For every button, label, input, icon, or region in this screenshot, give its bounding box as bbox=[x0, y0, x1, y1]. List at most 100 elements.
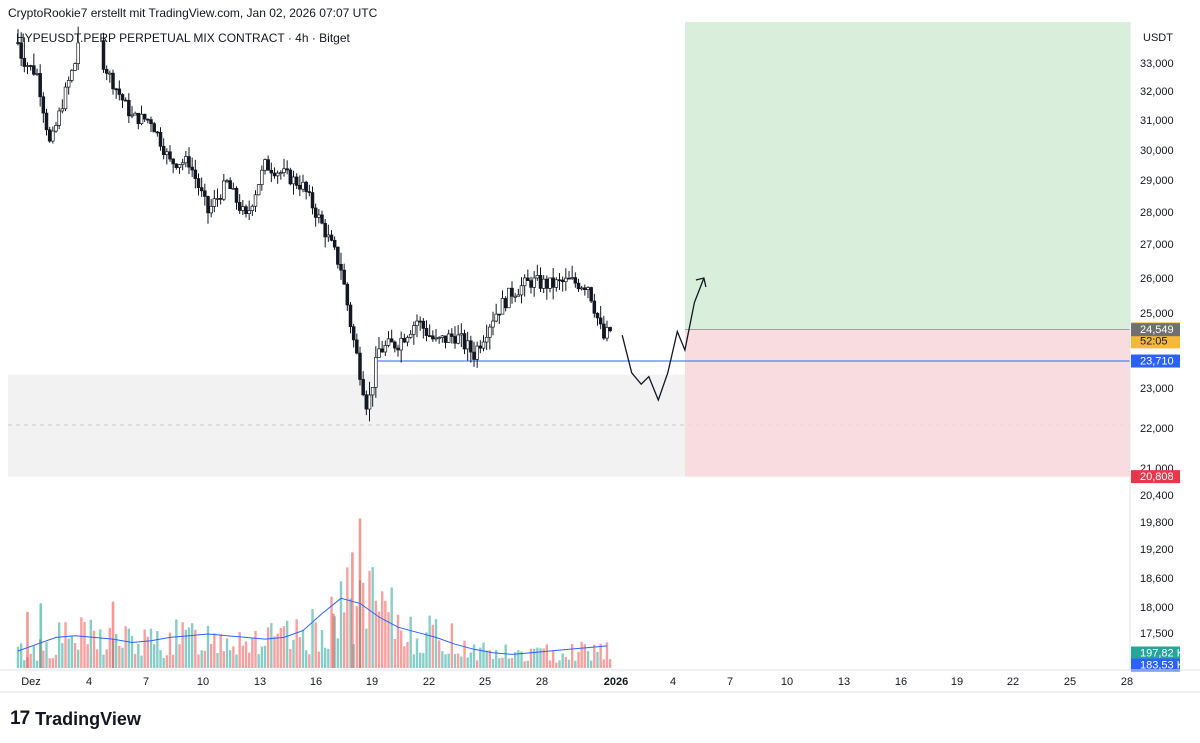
candle-body bbox=[507, 287, 511, 309]
volume-bar bbox=[175, 619, 178, 668]
price-tick-label: 30,000 bbox=[1140, 145, 1174, 157]
volume-bar bbox=[206, 625, 210, 668]
candle-body bbox=[19, 42, 23, 59]
candle-body bbox=[481, 341, 486, 349]
time-tick-label: 2026 bbox=[604, 676, 628, 688]
volume-bar bbox=[54, 654, 58, 668]
candle-body bbox=[130, 114, 134, 117]
price-badge-label: 183,53 K bbox=[1140, 660, 1185, 672]
volume-bar bbox=[225, 638, 229, 668]
candle-body bbox=[345, 283, 350, 306]
volume-bar bbox=[469, 652, 473, 668]
volume-spike bbox=[332, 613, 335, 668]
candle-body bbox=[370, 387, 375, 396]
candle-body bbox=[196, 178, 201, 188]
candle-body bbox=[377, 348, 381, 358]
volume-bar bbox=[118, 645, 121, 668]
volume-bar bbox=[507, 658, 511, 668]
volume-bar bbox=[384, 600, 387, 668]
volume-bar bbox=[156, 631, 159, 668]
price-badge bbox=[1131, 658, 1180, 672]
stop-zone[interactable] bbox=[685, 329, 1130, 477]
volume-bar bbox=[232, 646, 235, 668]
candle-body bbox=[380, 348, 384, 353]
volume-bar bbox=[320, 630, 324, 668]
candle-body bbox=[184, 156, 188, 164]
volume-bar bbox=[308, 654, 311, 668]
volume-spike bbox=[39, 603, 43, 668]
candle-body bbox=[529, 280, 533, 288]
volume-spike bbox=[26, 611, 29, 668]
candle-body bbox=[336, 246, 340, 265]
volume-bar bbox=[70, 635, 74, 668]
candle-body bbox=[459, 333, 464, 336]
volume-bar bbox=[526, 660, 530, 668]
volume-bar bbox=[586, 651, 590, 668]
candle-body bbox=[54, 125, 58, 132]
volume-bar bbox=[213, 633, 216, 668]
candle-body bbox=[583, 287, 587, 291]
candle-body bbox=[567, 277, 571, 280]
volume-bar bbox=[330, 596, 333, 668]
volume-bar bbox=[342, 612, 346, 668]
candle-body bbox=[598, 317, 603, 325]
volume-bar bbox=[406, 641, 409, 668]
volume-bar bbox=[200, 650, 203, 668]
volume-bar bbox=[339, 581, 343, 668]
volume-bar bbox=[35, 660, 39, 668]
candle-body bbox=[282, 168, 286, 173]
candle-body bbox=[367, 394, 372, 410]
tradingview-logo[interactable]: 17 TradingView bbox=[10, 708, 141, 730]
volume-bar bbox=[593, 644, 596, 668]
price-tick-label: 31,000 bbox=[1140, 115, 1174, 127]
candle-body bbox=[560, 279, 565, 283]
candle-body bbox=[260, 169, 264, 185]
candle-body bbox=[339, 264, 343, 271]
candle-body bbox=[231, 187, 236, 190]
candle-body bbox=[535, 275, 540, 279]
volume-bar bbox=[323, 647, 327, 668]
volume-bar bbox=[460, 656, 463, 668]
time-tick-label: 7 bbox=[143, 676, 149, 688]
candle-body bbox=[212, 198, 217, 207]
candle-body bbox=[275, 172, 280, 177]
price-badge-label: 23,710 bbox=[1140, 356, 1174, 368]
volume-bar bbox=[488, 650, 492, 668]
volume-bar bbox=[412, 654, 416, 668]
candle-body bbox=[554, 279, 559, 288]
volume-bar bbox=[453, 654, 457, 668]
time-tick-label: 22 bbox=[1007, 676, 1019, 688]
candle-body bbox=[294, 176, 299, 186]
candle-body bbox=[108, 72, 112, 75]
candle-body bbox=[177, 164, 182, 168]
candle-body bbox=[383, 345, 388, 353]
volume-bar bbox=[285, 620, 289, 668]
candle-body bbox=[190, 166, 194, 171]
candle-body bbox=[51, 130, 55, 142]
volume-bar bbox=[510, 658, 514, 668]
price-badge bbox=[1131, 323, 1180, 337]
candle-body bbox=[545, 278, 549, 289]
currency-label: USDT bbox=[1143, 32, 1173, 44]
volume-bar bbox=[216, 653, 219, 668]
volume-bar bbox=[491, 659, 495, 668]
volume-bar bbox=[23, 660, 26, 668]
candle-body bbox=[149, 119, 153, 124]
candle-body bbox=[329, 234, 334, 241]
candle-body bbox=[602, 323, 606, 339]
volume-bar bbox=[219, 634, 222, 668]
time-tick-label: 22 bbox=[423, 676, 435, 688]
volume-bar bbox=[162, 657, 165, 668]
candle-body bbox=[222, 180, 226, 200]
candle-body bbox=[228, 180, 232, 190]
time-tick-label: 10 bbox=[781, 676, 793, 688]
target-zone[interactable] bbox=[685, 22, 1130, 330]
price-tick-label: 26,000 bbox=[1140, 273, 1174, 285]
volume-bar bbox=[523, 661, 526, 668]
candle-body bbox=[355, 339, 359, 354]
candle-body bbox=[351, 326, 356, 341]
candle-body bbox=[386, 338, 391, 346]
candle-body bbox=[234, 187, 239, 203]
